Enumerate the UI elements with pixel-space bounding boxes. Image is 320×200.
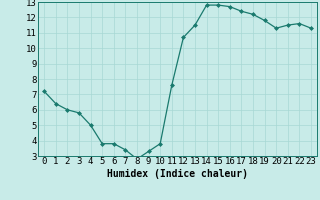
X-axis label: Humidex (Indice chaleur): Humidex (Indice chaleur) [107, 169, 248, 179]
